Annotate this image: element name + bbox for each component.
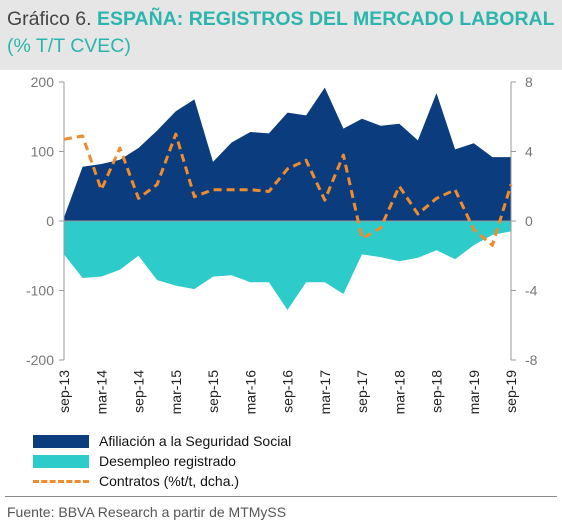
x-tick-label: mar-19 <box>466 370 482 415</box>
x-tick-label: sep-15 <box>205 370 221 413</box>
chart-plot: 200 100 0 -100 -200 8 4 0 -4 -8 sep-13 mar-14 sep-14… <box>26 74 538 415</box>
legend-swatch-contratos <box>33 480 89 483</box>
x-tick-label: sep-18 <box>429 370 445 413</box>
x-tick-label: sep-14 <box>131 370 147 413</box>
x-tick-label: mar-15 <box>168 370 184 415</box>
title-unit: (% T/T CVEC) <box>7 35 131 57</box>
x-tick-label: mar-16 <box>242 370 258 415</box>
x-tick-label: sep-13 <box>56 370 72 413</box>
legend-label-desempleo: Desempleo registrado <box>99 453 236 469</box>
line-contratos <box>63 132 513 247</box>
legend-label-contratos: Contratos (%t/t, dcha.) <box>99 473 240 489</box>
y-tick-label-left: -200 <box>26 352 54 368</box>
y-tick-label-left: 100 <box>31 144 55 160</box>
x-tick-label: sep-19 <box>503 370 519 413</box>
chart-header: Gráfico 6. ESPAÑA: REGISTROS DEL MERCADO… <box>0 0 562 70</box>
source-note: Fuente: BBVA Research a partir de MTMySS <box>7 504 287 520</box>
x-tick-label: mar-17 <box>317 370 333 415</box>
legend-swatch-afiliacion <box>33 435 89 448</box>
y-tick-label-left: 200 <box>31 74 55 90</box>
x-tick-label: sep-16 <box>280 370 296 413</box>
x-tick-label: mar-14 <box>93 370 109 415</box>
chart-title: Gráfico 6. ESPAÑA: REGISTROS DEL MERCADO… <box>7 6 557 60</box>
y-tick-label-right: -4 <box>525 283 538 299</box>
y-tick-label-right: 4 <box>525 144 533 160</box>
footer-divider <box>5 496 557 497</box>
y-tick-label-right: -8 <box>525 352 538 368</box>
legend-label-afiliacion: Afiliación a la Seguridad Social <box>99 433 292 449</box>
area-desempleo <box>64 221 511 310</box>
area-afiliacion <box>64 87 511 221</box>
title-main: ESPAÑA: REGISTROS DEL MERCADO LABORAL <box>96 8 555 30</box>
y-tick-label-right: 8 <box>525 74 533 90</box>
y-tick-label-left: 0 <box>46 213 54 229</box>
y-tick-label-left: -100 <box>26 283 54 299</box>
legend-swatch-desempleo <box>33 455 89 468</box>
figure-label: Gráfico 6. <box>7 8 92 30</box>
x-tick-label: sep-17 <box>354 370 370 413</box>
x-tick-label: mar-18 <box>391 370 407 415</box>
y-tick-label-right: 0 <box>525 213 533 229</box>
